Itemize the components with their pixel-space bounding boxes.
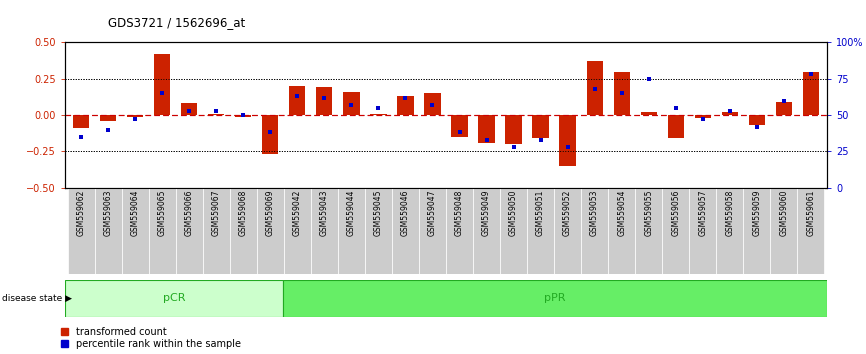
- Bar: [397, 96, 414, 115]
- Text: GSM559065: GSM559065: [158, 189, 167, 236]
- Bar: [554, 188, 581, 274]
- Bar: [65, 280, 282, 317]
- Bar: [262, 115, 279, 154]
- Bar: [743, 188, 770, 274]
- Text: GSM559056: GSM559056: [671, 189, 680, 236]
- Bar: [100, 115, 116, 121]
- Text: GSM559053: GSM559053: [590, 189, 599, 236]
- Bar: [473, 188, 500, 274]
- Text: GSM559062: GSM559062: [77, 189, 86, 236]
- Bar: [446, 188, 473, 274]
- Text: GSM559059: GSM559059: [753, 189, 761, 236]
- Bar: [776, 102, 792, 115]
- Bar: [311, 188, 338, 274]
- Bar: [798, 188, 824, 274]
- Text: GSM559046: GSM559046: [401, 189, 410, 236]
- Bar: [208, 114, 224, 115]
- Bar: [608, 188, 635, 274]
- Bar: [343, 92, 359, 115]
- Bar: [721, 112, 738, 115]
- Text: GSM559067: GSM559067: [212, 189, 221, 236]
- Text: GSM559061: GSM559061: [806, 189, 815, 236]
- Legend: transformed count, percentile rank within the sample: transformed count, percentile rank withi…: [61, 327, 241, 349]
- Text: pPR: pPR: [544, 293, 565, 303]
- Text: GSM559063: GSM559063: [104, 189, 113, 236]
- Bar: [613, 72, 630, 115]
- Text: GSM559051: GSM559051: [536, 189, 545, 236]
- Bar: [451, 115, 468, 137]
- Text: GSM559048: GSM559048: [455, 189, 464, 236]
- Bar: [94, 188, 122, 274]
- Bar: [284, 188, 311, 274]
- Bar: [527, 188, 554, 274]
- Bar: [149, 188, 176, 274]
- Text: GSM559043: GSM559043: [320, 189, 329, 236]
- Bar: [586, 61, 603, 115]
- Bar: [803, 72, 819, 115]
- Bar: [365, 188, 392, 274]
- Bar: [635, 188, 662, 274]
- Bar: [73, 115, 89, 128]
- Text: GSM559052: GSM559052: [563, 189, 572, 236]
- Bar: [500, 188, 527, 274]
- Bar: [338, 188, 365, 274]
- Bar: [716, 188, 743, 274]
- Text: GSM559068: GSM559068: [239, 189, 248, 236]
- Bar: [176, 188, 203, 274]
- Bar: [581, 188, 608, 274]
- Bar: [689, 188, 716, 274]
- Bar: [236, 115, 251, 116]
- Bar: [229, 188, 257, 274]
- Bar: [770, 188, 798, 274]
- Bar: [695, 115, 711, 118]
- Text: GSM559060: GSM559060: [779, 189, 788, 236]
- Bar: [316, 87, 333, 115]
- Bar: [181, 103, 197, 115]
- Text: GSM559066: GSM559066: [184, 189, 194, 236]
- Bar: [668, 115, 684, 138]
- Bar: [478, 115, 494, 143]
- Bar: [749, 115, 765, 125]
- Text: GSM559044: GSM559044: [347, 189, 356, 236]
- Bar: [559, 115, 576, 166]
- Bar: [289, 86, 306, 115]
- Text: disease state ▶: disease state ▶: [2, 294, 72, 303]
- Text: GSM559054: GSM559054: [617, 189, 626, 236]
- Bar: [641, 112, 656, 115]
- Text: pCR: pCR: [163, 293, 185, 303]
- Text: GSM559045: GSM559045: [374, 189, 383, 236]
- Text: GSM559042: GSM559042: [293, 189, 302, 236]
- Text: GDS3721 / 1562696_at: GDS3721 / 1562696_at: [108, 16, 245, 29]
- Bar: [419, 188, 446, 274]
- Text: GSM559057: GSM559057: [698, 189, 708, 236]
- Text: GSM559047: GSM559047: [428, 189, 437, 236]
- Bar: [392, 188, 419, 274]
- Text: GSM559064: GSM559064: [131, 189, 139, 236]
- Bar: [662, 188, 689, 274]
- Bar: [122, 188, 149, 274]
- Bar: [424, 93, 441, 115]
- Text: GSM559055: GSM559055: [644, 189, 653, 236]
- Bar: [533, 115, 549, 138]
- Text: GSM559050: GSM559050: [509, 189, 518, 236]
- Bar: [127, 115, 143, 116]
- Bar: [203, 188, 229, 274]
- Bar: [282, 280, 827, 317]
- Bar: [154, 54, 171, 115]
- Text: GSM559058: GSM559058: [725, 189, 734, 236]
- Bar: [371, 114, 386, 115]
- Text: GSM559069: GSM559069: [266, 189, 275, 236]
- Text: GSM559049: GSM559049: [482, 189, 491, 236]
- Bar: [257, 188, 284, 274]
- Bar: [506, 115, 521, 144]
- Bar: [68, 188, 94, 274]
